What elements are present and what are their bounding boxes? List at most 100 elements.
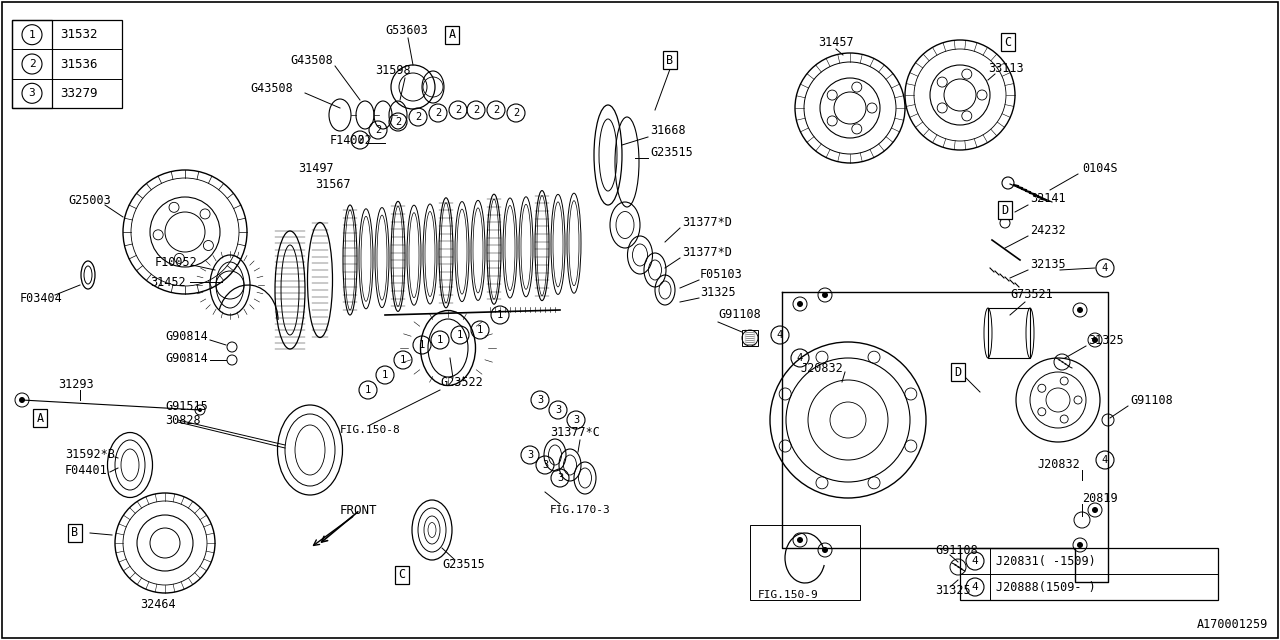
Text: B: B xyxy=(667,54,673,67)
Text: F03404: F03404 xyxy=(20,291,63,305)
Text: B: B xyxy=(72,527,78,540)
Text: G23515: G23515 xyxy=(650,145,692,159)
Circle shape xyxy=(822,292,828,298)
Text: J20888(1509- ): J20888(1509- ) xyxy=(996,580,1096,593)
Bar xyxy=(960,548,1219,600)
Text: 1: 1 xyxy=(497,310,503,320)
Text: G90814: G90814 xyxy=(165,351,207,365)
Text: G73521: G73521 xyxy=(1010,289,1052,301)
Text: G91515: G91515 xyxy=(165,401,207,413)
Text: 30828: 30828 xyxy=(165,413,201,426)
Text: 2: 2 xyxy=(454,105,461,115)
Text: F05103: F05103 xyxy=(700,269,742,282)
Text: 2: 2 xyxy=(357,135,364,145)
Circle shape xyxy=(198,408,202,412)
Bar xyxy=(750,525,860,600)
Text: D: D xyxy=(1001,204,1009,216)
Text: 2: 2 xyxy=(513,108,520,118)
Text: 1: 1 xyxy=(28,29,36,40)
Text: 31536: 31536 xyxy=(60,58,97,70)
Text: 1: 1 xyxy=(419,340,425,350)
Text: FRONT: FRONT xyxy=(340,504,378,516)
Text: 2: 2 xyxy=(394,117,401,127)
Text: 31377*D: 31377*D xyxy=(682,216,732,228)
Text: G91108: G91108 xyxy=(934,543,978,557)
Text: G43508: G43508 xyxy=(250,81,293,95)
Text: G43508: G43508 xyxy=(291,54,333,67)
Text: D: D xyxy=(955,365,961,378)
Text: G91108: G91108 xyxy=(1130,394,1172,406)
Text: F04401: F04401 xyxy=(65,463,108,477)
Text: 3: 3 xyxy=(536,395,543,405)
Text: 32135: 32135 xyxy=(1030,259,1066,271)
Text: G23515: G23515 xyxy=(442,559,485,572)
Text: 2: 2 xyxy=(435,108,442,118)
Text: J20831( -1509): J20831( -1509) xyxy=(996,554,1096,568)
Circle shape xyxy=(797,537,803,543)
Circle shape xyxy=(1076,542,1083,548)
Bar xyxy=(12,20,122,108)
Text: 31592*B: 31592*B xyxy=(65,447,115,461)
Text: G53603: G53603 xyxy=(385,24,428,36)
Text: 31377*C: 31377*C xyxy=(550,426,600,438)
Text: 32464: 32464 xyxy=(140,598,175,611)
Bar xyxy=(12,20,52,108)
Text: C: C xyxy=(398,568,406,582)
Text: 20819: 20819 xyxy=(1082,492,1117,504)
Polygon shape xyxy=(782,292,1108,582)
Text: A170001259: A170001259 xyxy=(1197,618,1268,632)
Text: 2: 2 xyxy=(415,112,421,122)
Bar xyxy=(742,330,758,346)
Text: C: C xyxy=(1005,35,1011,49)
Text: 2: 2 xyxy=(375,125,381,135)
Text: 3: 3 xyxy=(573,415,579,425)
Text: FIG.170-3: FIG.170-3 xyxy=(550,505,611,515)
Text: F10052: F10052 xyxy=(155,255,197,269)
Text: G25003: G25003 xyxy=(68,193,111,207)
Text: 1: 1 xyxy=(365,385,371,395)
Circle shape xyxy=(797,301,803,307)
Text: 4: 4 xyxy=(972,582,978,592)
Text: 31325: 31325 xyxy=(934,584,970,596)
Text: 3: 3 xyxy=(541,460,548,470)
Text: A: A xyxy=(448,29,456,42)
Text: F14002: F14002 xyxy=(330,134,372,147)
Text: 4: 4 xyxy=(1102,455,1108,465)
Text: 1: 1 xyxy=(436,335,443,345)
Text: 1: 1 xyxy=(381,370,388,380)
Text: 1: 1 xyxy=(477,325,483,335)
Text: 2: 2 xyxy=(493,105,499,115)
Text: G23522: G23522 xyxy=(440,376,483,390)
Text: 31325: 31325 xyxy=(1088,333,1124,346)
Text: 3: 3 xyxy=(28,88,36,99)
Text: G90814: G90814 xyxy=(165,330,207,344)
Text: 4: 4 xyxy=(1102,263,1108,273)
Text: 3: 3 xyxy=(554,405,561,415)
Text: 4: 4 xyxy=(972,556,978,566)
Text: 31452: 31452 xyxy=(150,275,186,289)
Text: 1: 1 xyxy=(457,330,463,340)
Text: 4: 4 xyxy=(797,353,803,363)
Text: 31598: 31598 xyxy=(375,63,411,77)
Text: 1: 1 xyxy=(399,355,406,365)
Text: 33113: 33113 xyxy=(988,61,1024,74)
Text: 31377*D: 31377*D xyxy=(682,246,732,259)
Text: 31567: 31567 xyxy=(315,179,351,191)
Circle shape xyxy=(822,547,828,553)
Text: J20832: J20832 xyxy=(800,362,842,374)
Text: 24232: 24232 xyxy=(1030,223,1066,237)
Text: 31532: 31532 xyxy=(60,28,97,41)
Text: 2: 2 xyxy=(472,105,479,115)
Text: 31325: 31325 xyxy=(700,287,736,300)
Text: 31457: 31457 xyxy=(818,35,854,49)
Text: 31497: 31497 xyxy=(298,161,334,175)
Text: 2: 2 xyxy=(28,59,36,69)
Text: FIG.150-9: FIG.150-9 xyxy=(758,590,819,600)
Text: 3: 3 xyxy=(527,450,534,460)
Circle shape xyxy=(1076,307,1083,313)
Text: 3: 3 xyxy=(557,473,563,483)
Text: 32141: 32141 xyxy=(1030,191,1066,205)
Text: A: A xyxy=(36,412,44,424)
Text: J20832: J20832 xyxy=(1037,458,1080,472)
Text: FIG.150-8: FIG.150-8 xyxy=(340,425,401,435)
